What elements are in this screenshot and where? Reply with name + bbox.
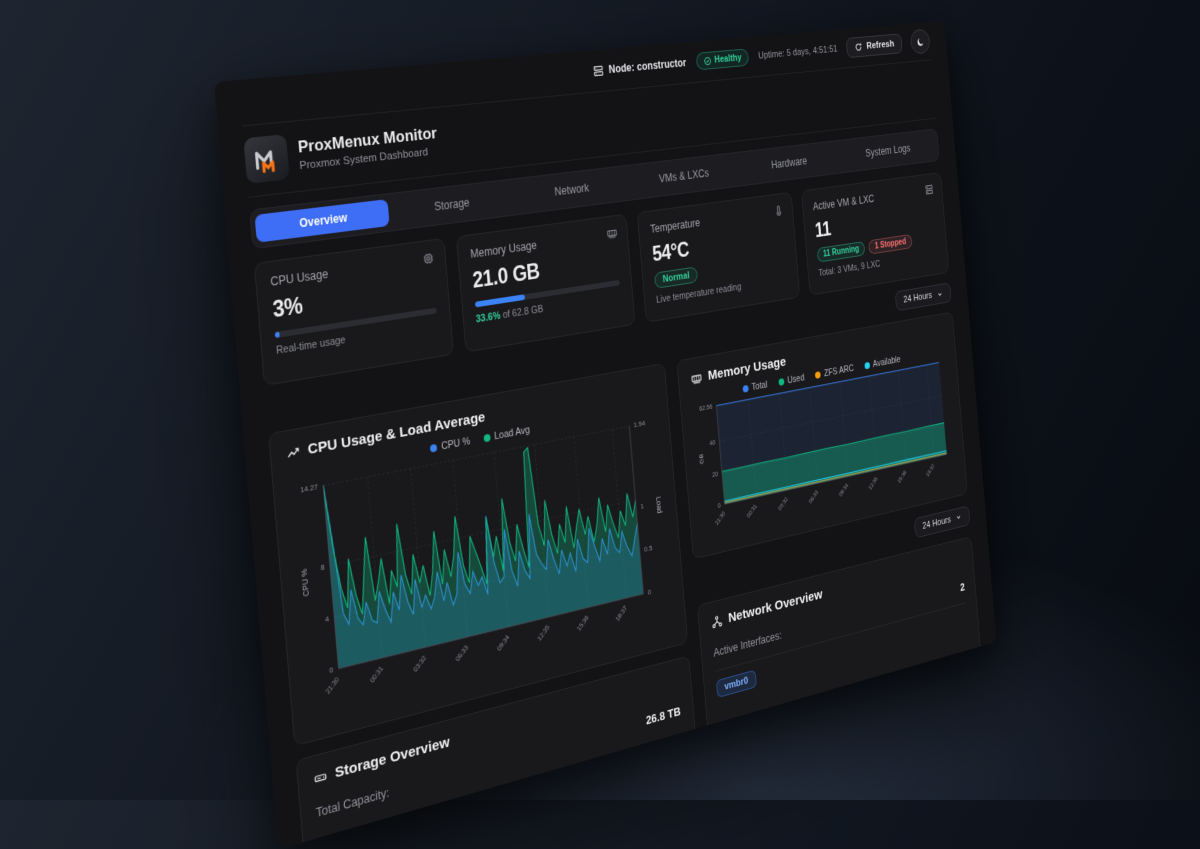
- server-icon: [592, 63, 605, 77]
- svg-text:0: 0: [648, 588, 652, 597]
- legend-label: Total: [751, 379, 767, 392]
- svg-text:12:35: 12:35: [868, 476, 879, 491]
- svg-text:40: 40: [709, 440, 715, 447]
- svg-text:15:36: 15:36: [576, 615, 590, 633]
- legend-dot: [430, 444, 437, 453]
- time-range-dropdown-2[interactable]: 24 Hours: [914, 505, 970, 538]
- cpu-usage-card: CPU Usage 3% Real-time usage: [254, 238, 454, 386]
- refresh-label: Refresh: [866, 39, 895, 51]
- svg-text:Load: Load: [655, 496, 664, 515]
- tab-overview[interactable]: Overview: [255, 199, 390, 243]
- svg-text:00:31: 00:31: [369, 665, 385, 684]
- refresh-icon: [854, 42, 863, 53]
- chevron-down-icon: [955, 512, 963, 523]
- vm-stack-icon: [924, 183, 934, 197]
- svg-text:15:36: 15:36: [897, 469, 908, 484]
- time-range-label-2: 24 Hours: [922, 514, 951, 531]
- svg-text:21:30: 21:30: [714, 510, 726, 526]
- svg-text:03:32: 03:32: [777, 496, 789, 512]
- svg-text:0.5: 0.5: [644, 544, 653, 554]
- svg-text:18:37: 18:37: [615, 605, 629, 622]
- svg-text:09:34: 09:34: [838, 483, 849, 498]
- svg-text:12:35: 12:35: [537, 624, 551, 642]
- svg-text:62.56: 62.56: [699, 404, 713, 413]
- svg-text:18:37: 18:37: [925, 463, 936, 478]
- memory-sub-percent: 33.6%: [475, 310, 500, 325]
- uptime-text: Uptime: 5 days, 4:51:51: [758, 44, 838, 61]
- tab-storage[interactable]: Storage: [388, 184, 514, 226]
- legend-dot: [778, 378, 784, 386]
- legend-dot: [815, 371, 821, 379]
- svg-text:1: 1: [640, 502, 644, 511]
- svg-text:20: 20: [712, 471, 718, 479]
- svg-text:0: 0: [717, 503, 720, 510]
- svg-text:0: 0: [329, 665, 334, 675]
- tab-system-logs[interactable]: System Logs: [838, 134, 936, 169]
- network-icon: [710, 613, 723, 630]
- svg-text:1.94: 1.94: [633, 419, 645, 429]
- memory-sub-total: of 62.8 GB: [500, 304, 544, 322]
- check-circle-icon: [703, 56, 712, 66]
- proxmenux-logo: [243, 134, 289, 184]
- temperature-card: Temperature 54°C Normal Live temperature…: [637, 192, 800, 323]
- node-label: Node: constructor: [608, 56, 687, 75]
- dashboard-page: Node: constructor Healthy Uptime: 5 days…: [214, 21, 997, 849]
- svg-text:14.27: 14.27: [300, 482, 318, 494]
- active-vm-lxc-card: Active VM & LXC 11 11 Running 1 Stopped …: [801, 172, 950, 296]
- memory-usage-card: Memory Usage 21.0 GB 33.6% of 62.8 GB: [455, 214, 635, 353]
- legend-dot: [483, 434, 490, 443]
- thermometer-icon: [773, 203, 784, 217]
- memory-progress-fill: [474, 294, 525, 307]
- trend-up-icon: [285, 444, 301, 462]
- chevron-down-icon: [936, 289, 944, 299]
- svg-text:06:33: 06:33: [808, 489, 820, 505]
- moon-icon: [916, 36, 925, 47]
- storage-capacity-value: 26.8 TB: [645, 704, 681, 727]
- svg-text:8: 8: [320, 563, 325, 573]
- interface-badge[interactable]: vmbr0: [716, 669, 757, 698]
- ram-chart-icon: [690, 370, 703, 386]
- time-range-dropdown[interactable]: 24 Hours: [895, 282, 952, 311]
- svg-text:CPU %: CPU %: [299, 567, 311, 597]
- temperature-status-badge: Normal: [654, 266, 698, 288]
- tab-vms-lxcs[interactable]: VMs & LXCs: [628, 157, 739, 195]
- hdd-icon: [313, 768, 329, 788]
- tab-network[interactable]: Network: [512, 170, 630, 210]
- vm-running-badge: 11 Running: [816, 241, 865, 263]
- refresh-button[interactable]: Refresh: [846, 33, 903, 58]
- right-column: Memory Usage Total Used ZFS ARC Available 0…: [676, 312, 986, 800]
- health-badge: Healthy: [696, 48, 749, 70]
- cpu-progress-fill: [275, 331, 281, 338]
- node-indicator: Node: constructor: [592, 56, 687, 78]
- left-column: CPU Usage & Load Average CPU % Load Avg 0…: [268, 363, 702, 849]
- legend-dot: [864, 362, 870, 370]
- svg-text:GB: GB: [697, 453, 705, 464]
- network-interfaces-value: 2: [960, 580, 966, 593]
- theme-toggle-button[interactable]: [910, 29, 931, 55]
- cpu-chip-icon: [421, 251, 435, 267]
- ram-icon: [606, 226, 619, 241]
- svg-text:06:33: 06:33: [455, 644, 470, 662]
- legend-dot: [742, 385, 748, 393]
- svg-text:09:34: 09:34: [496, 634, 510, 652]
- svg-text:21:30: 21:30: [325, 676, 341, 695]
- svg-text:00:31: 00:31: [746, 503, 758, 519]
- tab-hardware[interactable]: Hardware: [736, 145, 840, 181]
- svg-text:03:32: 03:32: [413, 655, 428, 674]
- vm-stopped-badge: 1 Stopped: [868, 234, 912, 255]
- svg-text:4: 4: [325, 614, 330, 624]
- memory-sub: 33.6% of 62.8 GB: [475, 292, 621, 326]
- storage-disks-value: 7 disks: [649, 732, 683, 755]
- time-range-label: 24 Hours: [903, 290, 932, 305]
- health-label: Healthy: [714, 52, 742, 65]
